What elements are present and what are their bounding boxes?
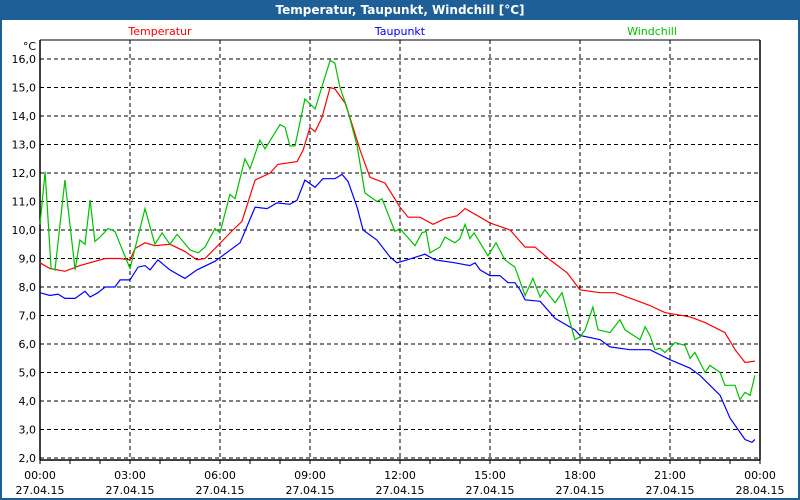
x-tick-time: 12:00 (384, 469, 416, 482)
y-tick-label: 11,0 (12, 196, 37, 209)
y-tick-label: 4,0 (19, 395, 37, 408)
x-tick-date: 27.04.15 (106, 484, 155, 497)
series-line-windchill (39, 59, 756, 401)
y-tick-label: 7,0 (19, 310, 37, 323)
y-tick-label: 5,0 (19, 367, 37, 380)
y-tick-label: 12,0 (12, 167, 37, 180)
x-tick-time: 18:00 (564, 469, 596, 482)
x-tick-time: 15:00 (474, 469, 506, 482)
y-tick-label: 13,0 (12, 139, 37, 152)
x-tick-time: 06:00 (204, 469, 236, 482)
x-tick-date: 28.04.15 (736, 484, 785, 497)
x-tick-date: 27.04.15 (556, 484, 605, 497)
x-tick-time: 09:00 (294, 469, 326, 482)
chart-panel: 2,0 3,0 4,0 5,0 6,0 7,0 8,0 9,0 10,0 11,0 12,0 13,0… (2, 20, 798, 498)
x-tick-time: 03:00 (114, 469, 146, 482)
y-tick-label: 8,0 (19, 281, 37, 294)
legend-windchill: Windchill (627, 25, 677, 38)
x-tick-time: 21:00 (654, 469, 686, 482)
window-title: Temperatur, Taupunkt, Windchill [°C] (0, 0, 800, 20)
series-line-taupunkt (39, 173, 756, 443)
y-tick-label: 6,0 (19, 338, 37, 351)
x-tick-date: 27.04.15 (646, 484, 695, 497)
y-tick-label: 3,0 (19, 424, 37, 437)
y-tick-label: 9,0 (19, 253, 37, 266)
y-tick-label: 15,0 (12, 82, 37, 95)
x-tick-time: 00:00 (24, 469, 56, 482)
x-tick-date: 27.04.15 (466, 484, 515, 497)
x-tick-time: 00:00 (744, 469, 776, 482)
y-tick-label: 2,0 (19, 452, 37, 465)
line-chart: 2,0 3,0 4,0 5,0 6,0 7,0 8,0 9,0 10,0 11,0 12,0 13,0… (12, 25, 785, 497)
legend-taupunkt: Taupunkt (374, 25, 426, 38)
x-tick-date: 27.04.15 (16, 484, 65, 497)
y-tick-label: 10,0 (12, 224, 37, 237)
x-tick-date: 27.04.15 (376, 484, 425, 497)
y-axis-unit: °C (23, 40, 37, 53)
y-tick-label: 16,0 (12, 53, 37, 66)
x-tick-date: 27.04.15 (286, 484, 335, 497)
series-line-temperatur (39, 86, 755, 364)
y-tick-label: 14,0 (12, 110, 37, 123)
legend-temperatur: Temperatur (127, 25, 192, 38)
x-tick-date: 27.04.15 (196, 484, 245, 497)
